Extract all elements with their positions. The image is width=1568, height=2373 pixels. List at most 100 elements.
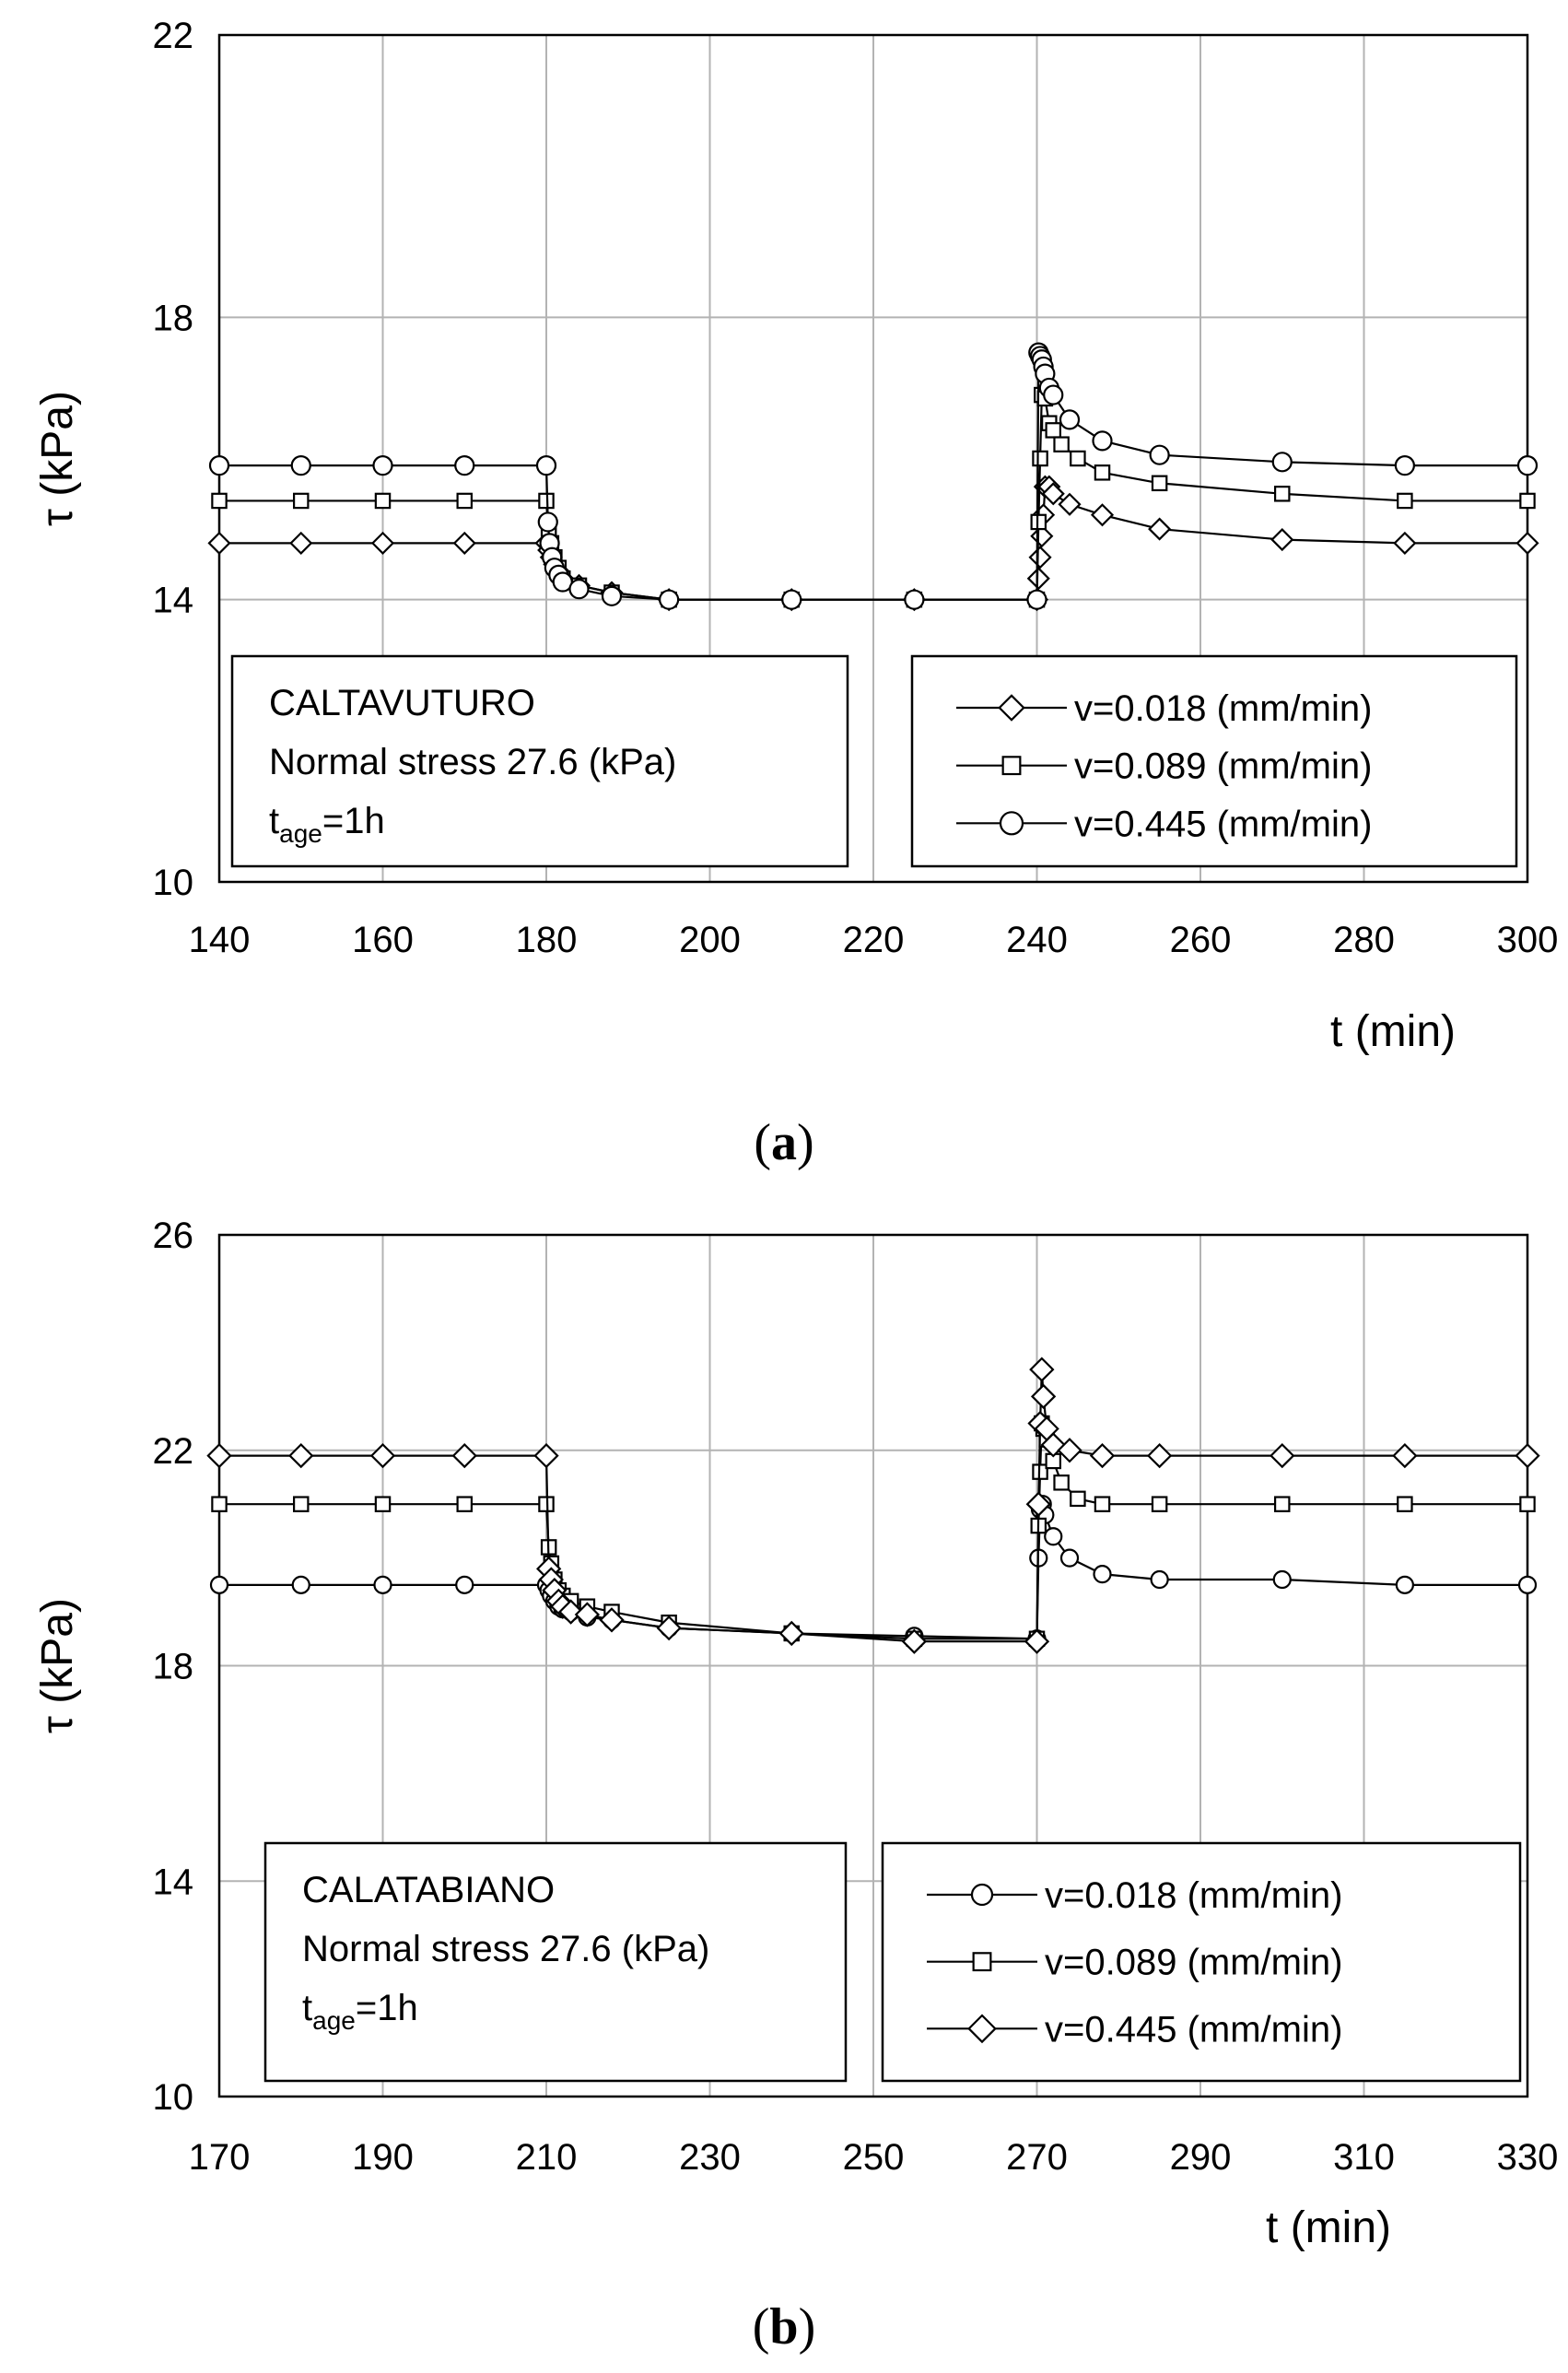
data-point [1519, 1496, 1536, 1512]
chart-a: 140 160 180 200 220 240 260 280 300 10 14 18 22 t (mi… [33, 16, 1558, 1171]
data-point [456, 1496, 474, 1512]
data-point [1149, 444, 1170, 465]
y-tick-label: 10 [153, 2077, 194, 2118]
panel-label: (b) [753, 2298, 815, 2355]
y-tick-label: 26 [153, 1216, 194, 1256]
y-tick-label: 10 [153, 863, 194, 903]
data-point [1094, 464, 1111, 481]
data-point [1092, 430, 1113, 452]
data-point [211, 492, 228, 510]
data-point [211, 1496, 228, 1512]
age-label: tage=1h [302, 1988, 418, 2035]
data-point [1146, 1442, 1173, 1469]
data-point [451, 1442, 477, 1469]
x-tick-label: 230 [679, 2137, 741, 2178]
series-2 [206, 1357, 1540, 1654]
data-point [1273, 1496, 1291, 1512]
data-point [557, 1599, 584, 1625]
data-point [1397, 492, 1413, 510]
data-point [455, 1575, 474, 1594]
data-point [1392, 1442, 1418, 1469]
data-point [1045, 422, 1061, 439]
x-tick-label: 260 [1170, 920, 1232, 960]
x-tick-label: 330 [1497, 2137, 1559, 2178]
legend-marker [998, 694, 1025, 722]
data-point [1094, 1496, 1111, 1512]
series-2 [208, 342, 1539, 610]
data-point [1148, 517, 1172, 541]
y-tick-label: 14 [153, 1862, 194, 1902]
legend-entry: v=0.089 (mm/min) [956, 746, 1372, 787]
legend-entry: v=0.445 (mm/min) [956, 804, 1372, 844]
x-tick-label: 240 [1006, 920, 1068, 960]
data-point [568, 579, 590, 600]
data-point [374, 492, 392, 510]
data-point [370, 531, 395, 555]
data-point [1270, 528, 1294, 552]
data-point [1028, 546, 1052, 570]
data-point [1070, 450, 1086, 467]
x-axis-title: t (min) [1330, 1007, 1456, 1056]
data-point [1273, 486, 1291, 502]
data-point [901, 1628, 928, 1654]
y-tick-label: 18 [153, 298, 194, 338]
data-point [1053, 436, 1070, 452]
data-point [454, 455, 475, 476]
x-tick-label: 310 [1333, 2137, 1395, 2178]
x-tick-label: 270 [1006, 2137, 1068, 2178]
data-point [781, 589, 802, 610]
normal-stress: Normal stress 27.6 (kPa) [302, 1929, 709, 1969]
data-point [1516, 455, 1539, 476]
y-axis-title: τ (kPa) [33, 1598, 82, 1733]
data-point [374, 1496, 392, 1512]
chart-b: 170 190 210 230 250 270 290 310 330 10 14 18 22 26 t (… [33, 1216, 1558, 2355]
data-point [1040, 1432, 1066, 1458]
data-point [293, 1496, 310, 1512]
data-point [1059, 1548, 1080, 1568]
x-tick-label: 220 [843, 920, 905, 960]
data-point [1272, 1569, 1292, 1590]
legend-marker [970, 1883, 994, 1907]
x-tick-label: 210 [516, 2137, 578, 2178]
data-point [369, 1442, 396, 1469]
x-tick-label: 250 [843, 2137, 905, 2178]
x-tick-label: 140 [189, 920, 251, 960]
plot-area-frame [217, 1233, 1529, 2098]
data-point [290, 455, 311, 476]
data-point [535, 455, 557, 476]
data-point [207, 531, 231, 555]
data-point [1090, 503, 1115, 527]
legend-entry: v=0.018 (mm/min) [956, 688, 1372, 729]
data-point [1030, 1383, 1057, 1409]
data-point [1395, 1575, 1414, 1594]
x-tick-label: 170 [189, 2137, 251, 2178]
data-point [1151, 475, 1168, 492]
data-point [1397, 1496, 1413, 1512]
x-tick-label: 300 [1497, 920, 1559, 960]
data-point [1025, 1491, 1051, 1517]
data-point [1394, 455, 1415, 476]
data-point [904, 589, 925, 610]
data-point [1053, 1474, 1070, 1491]
x-axis-title: t (min) [1266, 2203, 1391, 2252]
legend-label: v=0.018 (mm/min) [1074, 688, 1372, 729]
data-point [1030, 513, 1047, 531]
x-tick-label: 280 [1333, 920, 1395, 960]
data-point [1024, 1628, 1050, 1654]
legend-label: v=0.018 (mm/min) [1045, 1875, 1342, 1916]
data-point [1044, 1527, 1063, 1546]
data-point [1393, 531, 1417, 555]
legend-entry: v=0.445 (mm/min) [927, 2009, 1342, 2050]
legend-entry: v=0.089 (mm/min) [927, 1943, 1342, 1983]
data-point [291, 1575, 310, 1594]
data-point [778, 1620, 804, 1647]
data-point [1151, 1496, 1168, 1512]
data-point [599, 1607, 625, 1633]
data-point [288, 1442, 314, 1469]
y-tick-label: 22 [153, 16, 194, 56]
x-tick-label: 160 [352, 920, 414, 960]
data-point [1089, 1442, 1116, 1469]
info-box-frame [263, 1841, 848, 2083]
data-point [1517, 1575, 1538, 1594]
